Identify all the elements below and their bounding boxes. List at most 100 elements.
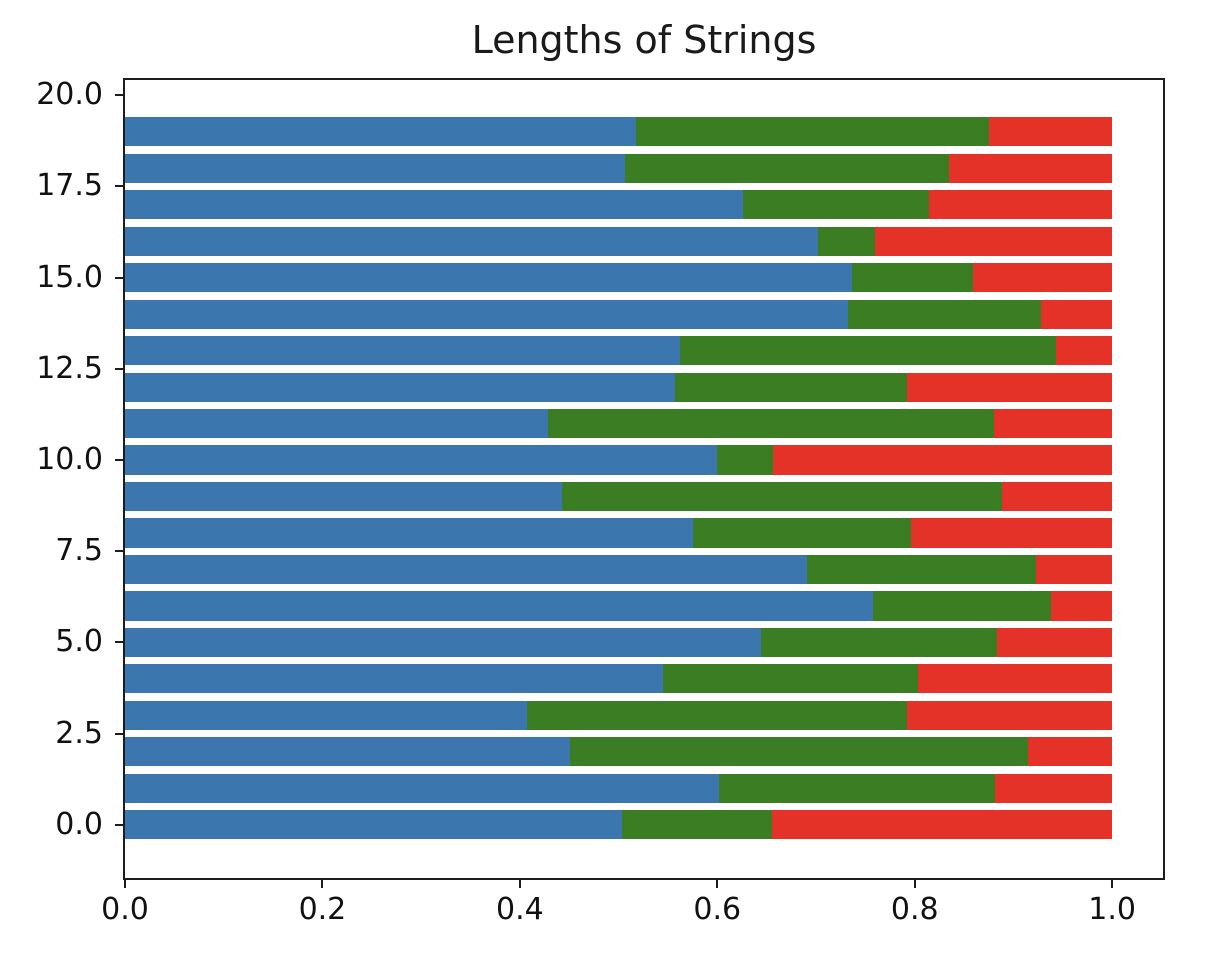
stacked-bar [125,627,1113,657]
bar-segment-blue [125,336,680,366]
stacked-bar [125,445,1113,475]
stacked-bar [125,190,1113,220]
x-axis-tick [716,878,719,888]
bar-segment-blue [125,627,761,657]
plot-area: 0.0 2.5 5.0 7.5 10.0 12.5 15.0 17.5 20.0 0.0 0.2 0.… [36,77,1165,927]
x-axis-tick [321,878,324,888]
bar-segment-green [692,518,911,548]
bar-segment-red [906,372,1113,402]
stacked-bar [125,408,1113,439]
bar-segment-red [1036,554,1113,585]
bar-segment-blue [125,810,622,840]
bar-segment-blue [125,737,571,767]
y-axis-tick-label: 0.0 [55,806,103,842]
stacked-bar [125,299,1113,329]
bar-segment-green [562,481,1002,512]
y-axis-tick-label: 5.0 [55,624,103,660]
stacked-bar [125,226,1113,256]
bar-segment-green [621,810,772,840]
bar-segment-green [679,336,1056,366]
stacked-bar [125,737,1113,767]
x-axis-tick-label: 0.2 [298,892,347,927]
bar-segment-green [873,591,1051,621]
x-axis-tick-label: 1.0 [1088,892,1137,927]
bar-segment-red [1041,299,1113,329]
bar-segment-red [906,700,1113,730]
bar-segment-blue [125,481,563,512]
bar-segment-blue [125,445,718,475]
y-axis-tick-label: 20.0 [36,77,103,113]
stacked-bar [125,372,1113,402]
bar-segment-blue [125,190,743,220]
bar-segment-green [526,700,907,730]
bar-segment-red [1028,737,1113,767]
x-axis-tick-label: 0.0 [101,892,149,927]
bar-segment-green [847,299,1042,329]
bar-segment-green [760,627,997,657]
bar-segment-green [817,226,876,256]
bar-segment-red [910,518,1113,548]
bar-segment-red [993,408,1113,439]
bar-segment-red [1050,591,1113,621]
bar-segment-blue [125,299,848,329]
bar-segment-red [928,190,1113,220]
bar-segment-red [1001,481,1113,512]
x-axis-tick [518,878,521,888]
bar-segment-green [742,190,929,220]
bar-segment-red [972,263,1113,293]
y-axis-tick [115,94,125,97]
bar-segment-green [807,554,1037,585]
stacked-bar [125,263,1113,293]
x-axis-tick [913,878,916,888]
chart-title: Lengths of Strings [471,18,817,62]
y-axis-tick-label: 2.5 [55,715,103,751]
bar-segment-green [717,445,773,475]
bar-segment-blue [125,117,637,147]
bar-segment-green [719,773,995,803]
stacked-bar [125,481,1113,512]
stacked-bar [125,518,1113,548]
bar-segment-green [636,117,989,147]
y-axis-tick-label: 12.5 [36,350,103,386]
bar-segment-blue [125,591,874,621]
stacked-bar [125,153,1113,183]
x-axis-tick-label: 0.8 [890,892,939,927]
y-axis-tick-label: 10.0 [36,441,103,477]
bar-segment-blue [125,700,527,730]
y-axis-tick [115,185,125,188]
bar-segment-red [949,153,1113,183]
bar-segment-red [994,773,1113,803]
y-axis-tick [115,459,125,462]
stacked-bar [125,591,1113,621]
bar-segment-blue [125,664,663,694]
bar-segment-blue [125,263,852,293]
bar-segment-blue [125,408,548,439]
y-axis-tick-label: 7.5 [55,533,103,569]
bar-segment-green [663,664,918,694]
stacked-bar [125,336,1113,366]
bar-segment-red [917,664,1113,694]
x-axis-tick [124,878,126,888]
bar-segment-red [988,117,1113,147]
y-axis-tick [115,732,125,735]
bar-segment-red [771,810,1113,840]
y-axis-tick [115,550,125,553]
bar-segment-blue [125,518,693,548]
bar-segment-green [674,372,907,402]
bar-segment-red [996,627,1113,657]
y-axis-tick [115,823,125,826]
bar-segment-red [772,445,1113,475]
bar-segment-green [570,737,1029,767]
y-axis-tick [115,641,125,644]
stacked-bar [125,117,1113,147]
stacked-bar [125,810,1113,840]
stacked-bar [125,664,1113,694]
x-axis-tick [1111,878,1114,888]
bar-segment-blue [125,226,818,256]
stacked-bar [125,554,1113,585]
bar-segment-red [875,226,1113,256]
y-axis-tick [115,367,125,370]
stacked-bar [125,700,1113,730]
bar-segment-blue [125,554,808,585]
